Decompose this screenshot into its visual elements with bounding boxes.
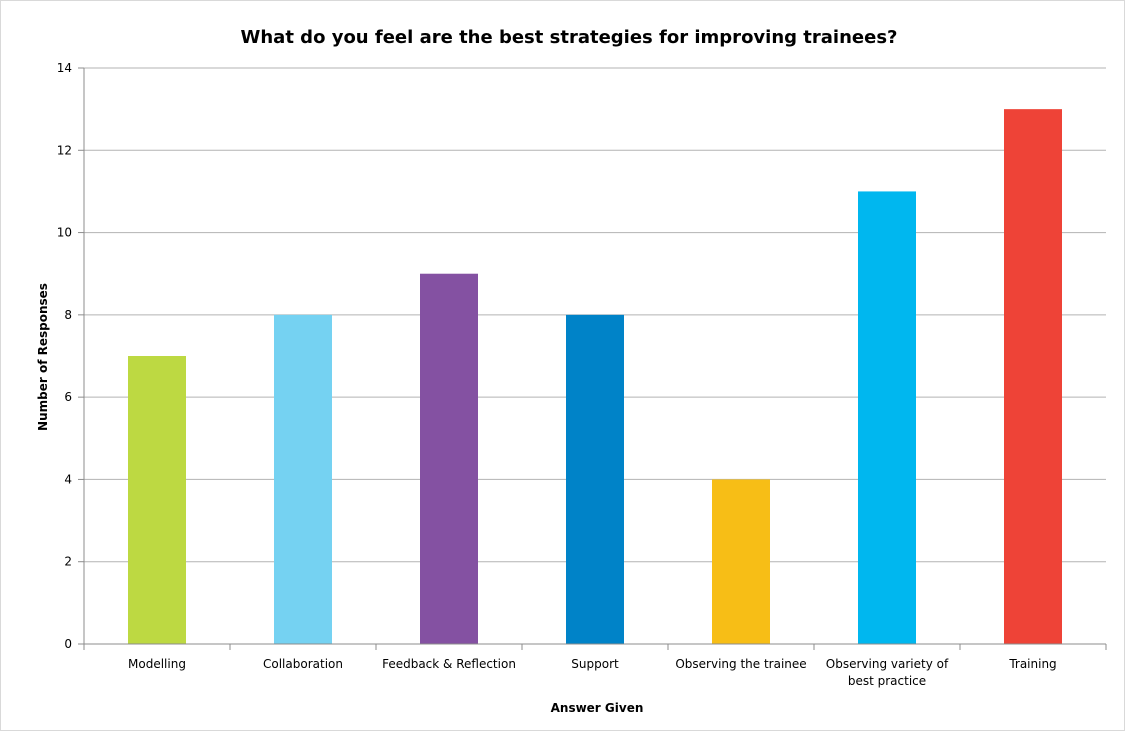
y-tick-label: 4 — [64, 472, 72, 486]
bar — [128, 356, 186, 644]
y-tick-label: 6 — [64, 390, 72, 404]
bar — [858, 191, 916, 644]
x-tick-labels: Modelling Collaboration Feedback & Reflect… — [128, 657, 1057, 688]
bar — [1004, 109, 1062, 644]
y-axis-title: Number of Responses — [36, 283, 50, 431]
y-tick-label: 2 — [64, 555, 72, 569]
bar — [420, 273, 478, 644]
bar — [712, 479, 770, 644]
x-tick-label: Modelling — [128, 657, 186, 671]
x-tick-label: Support — [571, 657, 619, 671]
x-tick-label: best practice — [848, 674, 926, 688]
y-tick-label: 0 — [64, 637, 72, 651]
axes — [78, 67, 1107, 650]
bar — [566, 314, 624, 644]
bar — [274, 314, 332, 644]
chart-title: What do you feel are the best strategies… — [241, 27, 898, 48]
x-tick-label: Observing variety of — [826, 657, 949, 671]
x-axis-title: Answer Given — [551, 701, 644, 715]
x-tick-label: Collaboration — [263, 657, 343, 671]
y-tick-label: 12 — [57, 143, 72, 157]
y-tick-label: 14 — [57, 61, 72, 75]
y-tick-labels: 0 2 4 6 8 10 12 14 — [57, 61, 72, 651]
x-tick-label: Feedback & Reflection — [382, 657, 516, 671]
bars — [128, 109, 1062, 644]
y-tick-label: 8 — [64, 308, 72, 322]
y-tick-label: 10 — [57, 226, 72, 240]
x-tick-label: Observing the trainee — [675, 657, 806, 671]
x-tick-label: Training — [1008, 657, 1056, 671]
